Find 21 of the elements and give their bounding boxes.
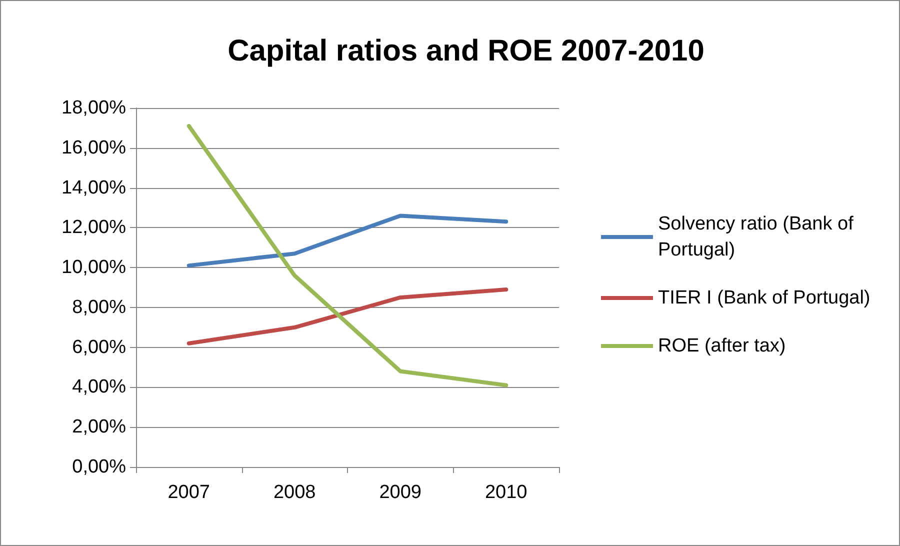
y-tick-label: 10,00% xyxy=(62,257,126,278)
line-series xyxy=(186,214,508,268)
y-tick-label: 14,00% xyxy=(62,177,126,198)
line-series xyxy=(186,287,508,346)
y-tick-label: 4,00% xyxy=(72,376,126,398)
x-tick-label: 2007 xyxy=(168,482,210,503)
chart-title: Capital ratios and ROE 2007-2010 xyxy=(228,34,704,68)
y-tick-label: 16,00% xyxy=(62,137,126,158)
line-series xyxy=(186,124,508,388)
y-tick-label: 0,00% xyxy=(72,456,126,478)
x-tick-label: 2008 xyxy=(273,482,316,503)
y-tick-label: 8,00% xyxy=(72,296,126,318)
legend-label: Solvency ratio (Bank of Portugal) xyxy=(658,214,859,260)
x-tick-label: 2010 xyxy=(484,482,528,503)
y-tick-label: 18,00% xyxy=(62,98,126,118)
legend-label: ROE (after tax) xyxy=(658,336,786,356)
legend-label: TIER I (Bank of Portugal) xyxy=(658,288,870,308)
x-tick-label: 2009 xyxy=(379,482,422,503)
y-tick-label: 6,00% xyxy=(72,336,126,358)
y-tick-label: 12,00% xyxy=(62,217,126,238)
y-tick-label: 2,00% xyxy=(72,416,126,438)
